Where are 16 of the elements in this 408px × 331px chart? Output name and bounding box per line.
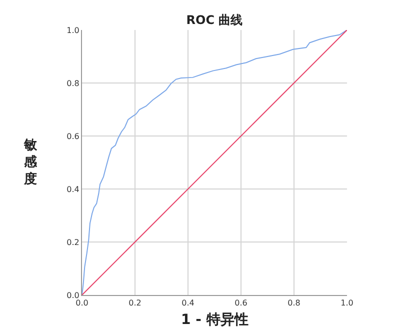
chart-title: ROC 曲线 xyxy=(186,13,243,28)
line-series xyxy=(82,30,347,295)
y-tick-label: 0.4 xyxy=(66,184,80,194)
y-tick-label: 0.8 xyxy=(66,78,80,88)
x-tick-label: 1.0 xyxy=(340,298,354,308)
y-tick-label: 0.6 xyxy=(66,132,80,141)
x-axis-title: 1 - 特异性 xyxy=(181,312,248,328)
y-tick-label: 1.0 xyxy=(66,26,80,35)
x-tick-label: 0.2 xyxy=(128,298,142,308)
x-tick-label: 0.0 xyxy=(76,298,88,308)
y-axis-title: 敏感度 xyxy=(23,138,38,187)
x-tick-label: 0.8 xyxy=(288,298,300,308)
y-tick-label: 0.0 xyxy=(66,290,80,300)
x-tick-label: 0.4 xyxy=(182,298,194,308)
y-tick-label: 0.2 xyxy=(66,238,80,247)
x-tick-label: 0.6 xyxy=(234,298,248,308)
